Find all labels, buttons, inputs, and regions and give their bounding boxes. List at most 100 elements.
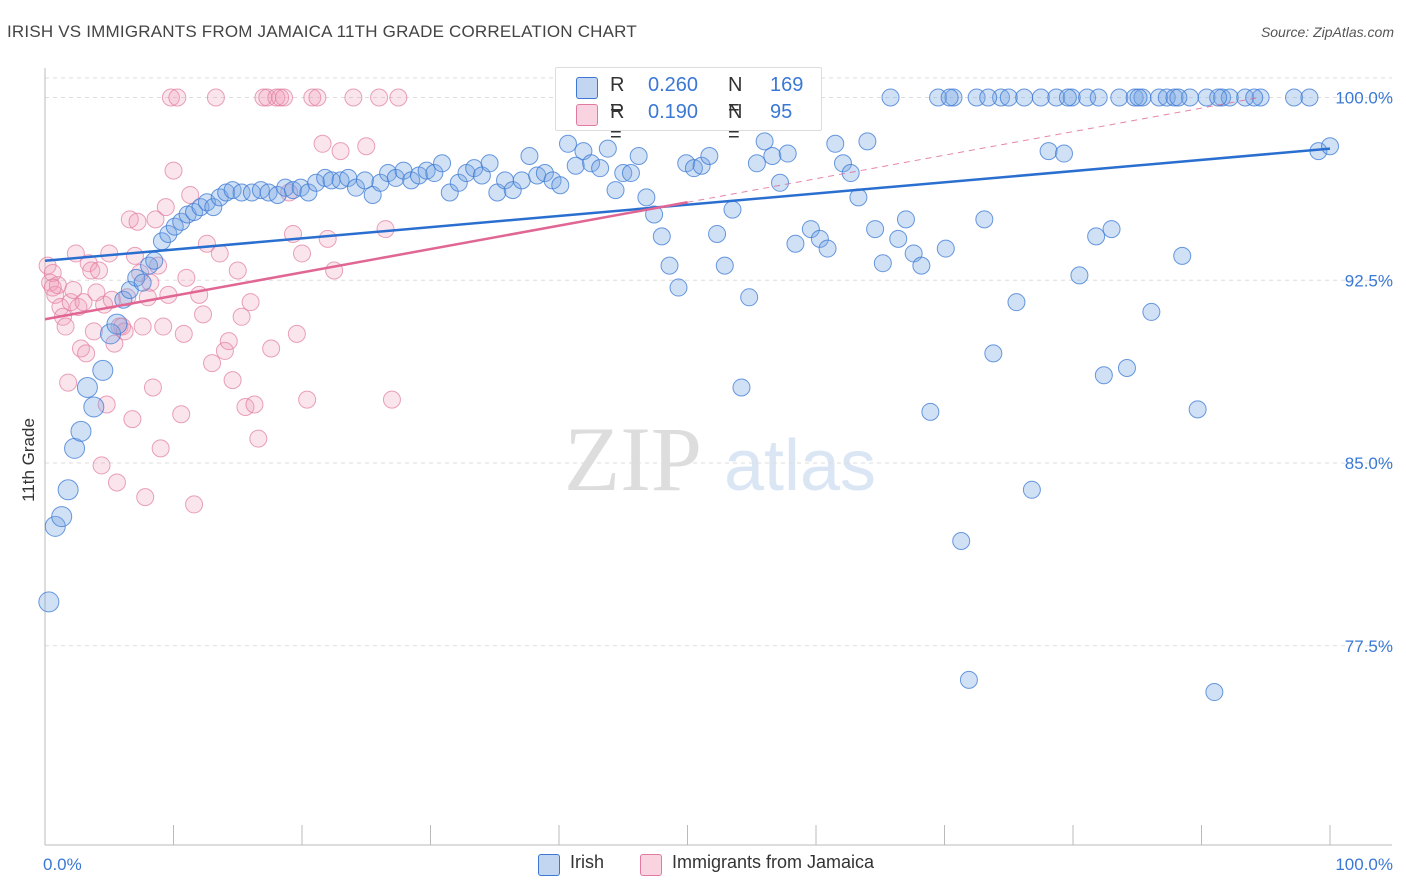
irish-point <box>818 239 837 258</box>
irish-point <box>763 146 782 165</box>
irish-point <box>1125 88 1144 107</box>
jamaica-point <box>275 88 294 107</box>
irish-point <box>637 188 656 207</box>
irish-point <box>629 146 648 165</box>
jamaica-trendline <box>44 201 688 321</box>
jamaica-point <box>331 142 350 161</box>
irish-point <box>621 164 640 183</box>
irish-point <box>558 134 577 153</box>
jamaica-point <box>206 88 225 107</box>
irish-point <box>386 168 405 187</box>
irish-point <box>38 591 60 613</box>
irish-point <box>1321 137 1339 156</box>
irish-point <box>873 254 892 273</box>
y-tick-label: 100.0% <box>1335 89 1393 108</box>
stats-legend: R = 0.260 N = 169 R = 0.190 N = 95 <box>555 67 822 146</box>
irish-point <box>747 154 766 173</box>
irish-point <box>140 256 159 275</box>
jamaica-point <box>303 88 322 107</box>
irish-point <box>889 229 908 248</box>
x-tick-label: 0.0% <box>43 855 82 874</box>
irish-point <box>1150 88 1169 107</box>
irish-point <box>606 181 625 200</box>
legend-r-label: R = <box>610 101 625 146</box>
jamaica-point <box>156 198 175 217</box>
irish-point <box>1169 88 1188 107</box>
irish-point <box>1117 358 1136 377</box>
irish-point <box>307 173 326 192</box>
watermark-atlas: atlas <box>724 426 876 506</box>
irish-point <box>1087 227 1106 246</box>
irish-point <box>732 378 751 397</box>
jamaica-point <box>125 246 144 265</box>
irish-point <box>801 220 820 239</box>
y-tick-label: 77.5% <box>1345 637 1393 656</box>
irish-point <box>786 234 805 253</box>
irish-point <box>723 200 742 219</box>
irish-point <box>979 88 998 107</box>
tick-labels: 77.5% 85.0% 92.5% 100.0% 0.0% 100.0% <box>43 89 1393 875</box>
irish-point <box>1015 88 1034 107</box>
jamaica-point <box>389 88 408 107</box>
irish-point <box>425 164 444 183</box>
jamaica-point <box>143 378 162 397</box>
irish-point <box>778 144 797 163</box>
irish-point <box>959 670 978 689</box>
irish-point <box>1245 88 1264 107</box>
jamaica-point <box>376 220 395 239</box>
jamaica-point <box>168 88 187 107</box>
jamaica-point <box>245 395 264 414</box>
jamaica-point <box>128 212 147 231</box>
irish-point <box>449 173 468 192</box>
jamaica-point <box>228 261 247 280</box>
irish-point <box>51 506 73 528</box>
irish-point <box>1022 480 1041 499</box>
irish-point <box>912 256 931 275</box>
jamaica-point <box>84 322 103 341</box>
irish-point <box>992 88 1011 107</box>
legend-r-value: 0.260 <box>648 74 699 96</box>
jamaica-point <box>181 185 200 204</box>
irish-point <box>740 288 759 307</box>
irish-point <box>841 164 860 183</box>
irish-point <box>1007 293 1026 312</box>
irish-point <box>708 224 727 243</box>
jamaica-point <box>271 88 290 107</box>
irish-point <box>692 156 711 175</box>
irish-point <box>1089 88 1108 107</box>
jamaica-point <box>249 429 268 448</box>
irish-point <box>598 139 617 158</box>
irish-point <box>1300 88 1319 107</box>
irish-point <box>299 183 318 202</box>
jamaica-point <box>79 254 98 273</box>
irish-point <box>76 376 98 398</box>
jamaica-point <box>262 339 281 358</box>
irish-point <box>512 171 531 190</box>
jamaica-legend-label: Immigrants from Jamaica <box>672 852 875 872</box>
irish-point <box>1031 88 1050 107</box>
jamaica-point <box>89 261 108 280</box>
irish-point <box>975 210 994 229</box>
irish-point <box>1110 88 1129 107</box>
irish-point <box>881 88 900 107</box>
irish-point <box>614 164 633 183</box>
irish-point <box>1129 88 1148 107</box>
irish-point <box>999 88 1018 107</box>
jamaica-point <box>123 410 142 429</box>
irish-point <box>944 88 963 107</box>
jamaica-point <box>241 293 260 312</box>
jamaica-point <box>43 278 62 297</box>
watermark-zip: ZIP <box>564 408 702 510</box>
irish-point <box>520 146 539 165</box>
irish-point <box>106 313 128 335</box>
irish-point <box>57 479 79 501</box>
irish-point <box>535 164 554 183</box>
irish-point <box>866 220 885 239</box>
jamaica-point <box>308 88 327 107</box>
jamaica-point <box>136 488 155 507</box>
legend-n-label: N = <box>728 74 743 119</box>
trendlines <box>44 97 1331 321</box>
irish-point <box>172 212 191 231</box>
legend-n-label: N = <box>728 101 743 146</box>
irish-point <box>92 359 114 381</box>
